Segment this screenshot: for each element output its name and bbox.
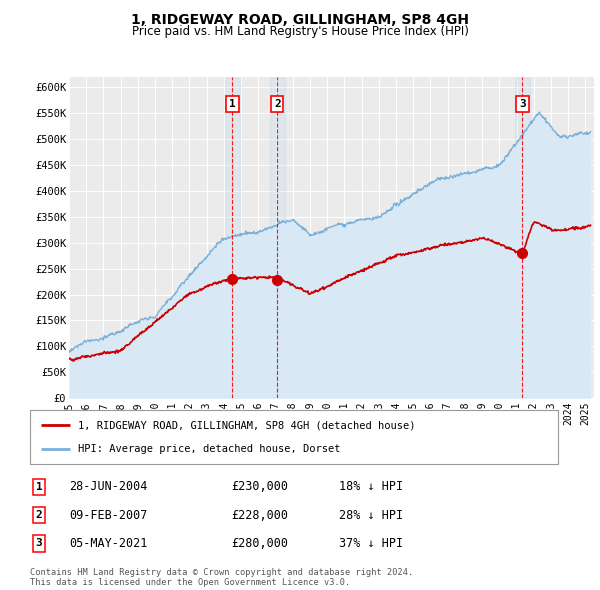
Text: HPI: Average price, detached house, Dorset: HPI: Average price, detached house, Dors… <box>77 444 340 454</box>
Text: 2: 2 <box>274 99 281 109</box>
Text: £230,000: £230,000 <box>231 480 288 493</box>
Text: 18% ↓ HPI: 18% ↓ HPI <box>339 480 403 493</box>
Text: 37% ↓ HPI: 37% ↓ HPI <box>339 537 403 550</box>
Text: 2: 2 <box>35 510 43 520</box>
Text: 28% ↓ HPI: 28% ↓ HPI <box>339 509 403 522</box>
Text: 1, RIDGEWAY ROAD, GILLINGHAM, SP8 4GH: 1, RIDGEWAY ROAD, GILLINGHAM, SP8 4GH <box>131 13 469 27</box>
Text: £228,000: £228,000 <box>231 509 288 522</box>
Bar <box>515 77 530 398</box>
Text: 05-MAY-2021: 05-MAY-2021 <box>69 537 148 550</box>
Text: Contains HM Land Registry data © Crown copyright and database right 2024.
This d: Contains HM Land Registry data © Crown c… <box>30 568 413 587</box>
Text: 3: 3 <box>519 99 526 109</box>
FancyBboxPatch shape <box>30 410 558 464</box>
Bar <box>224 77 240 398</box>
Text: 1: 1 <box>35 482 43 491</box>
Text: 1, RIDGEWAY ROAD, GILLINGHAM, SP8 4GH (detached house): 1, RIDGEWAY ROAD, GILLINGHAM, SP8 4GH (d… <box>77 420 415 430</box>
Text: 28-JUN-2004: 28-JUN-2004 <box>69 480 148 493</box>
Text: £280,000: £280,000 <box>231 537 288 550</box>
Bar <box>269 77 285 398</box>
Text: 3: 3 <box>35 539 43 548</box>
Text: 09-FEB-2007: 09-FEB-2007 <box>69 509 148 522</box>
Text: Price paid vs. HM Land Registry's House Price Index (HPI): Price paid vs. HM Land Registry's House … <box>131 25 469 38</box>
Text: 1: 1 <box>229 99 236 109</box>
